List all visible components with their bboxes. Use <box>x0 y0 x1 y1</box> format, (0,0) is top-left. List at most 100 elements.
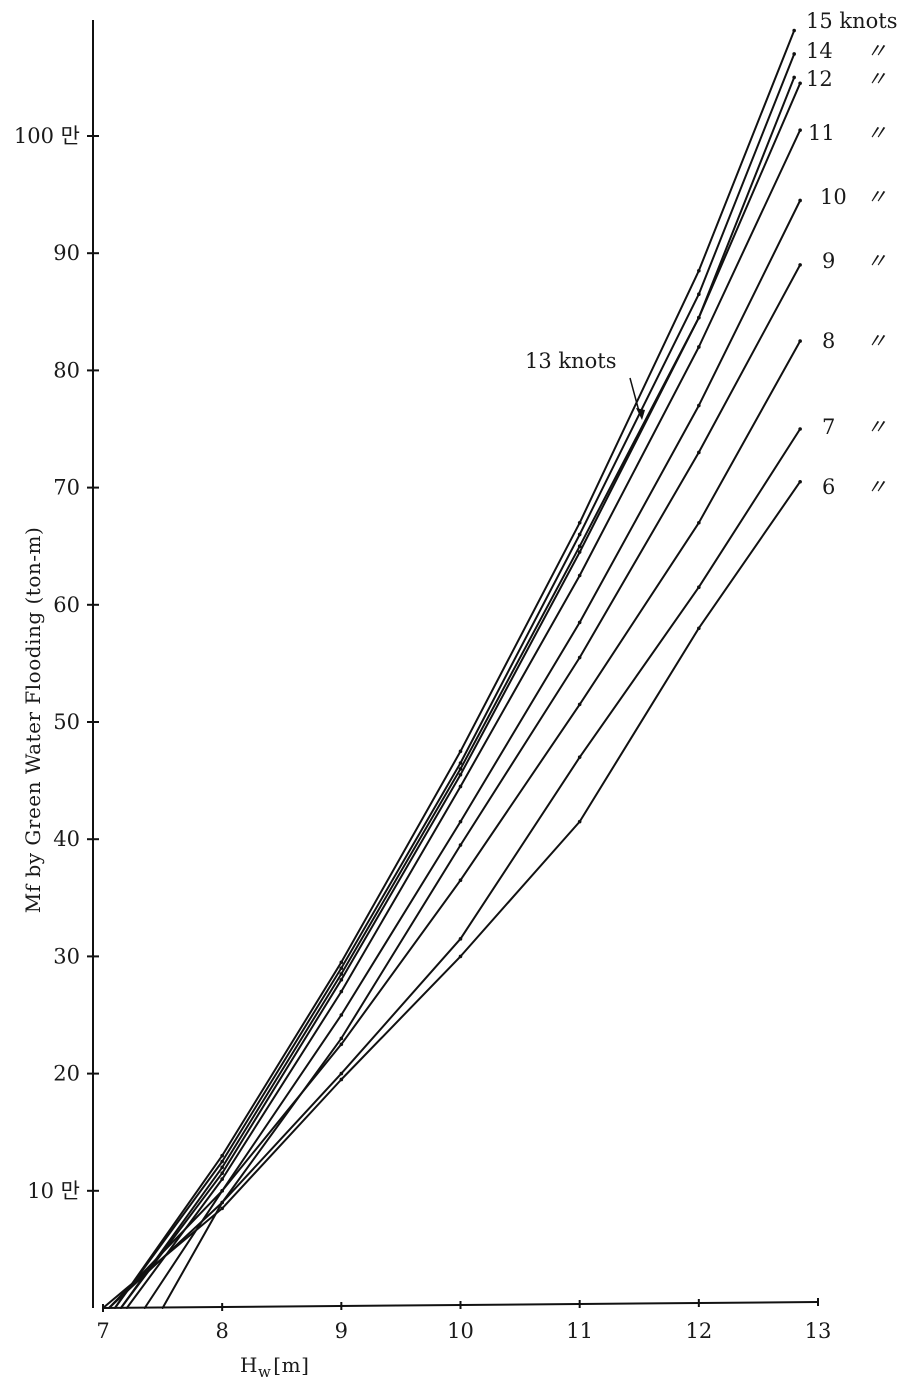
series-layer <box>102 28 802 1309</box>
series-label-ditto: 〃 <box>866 329 887 353</box>
y-tick-label: 50 <box>53 710 80 734</box>
series-point <box>798 479 802 484</box>
series-point <box>577 702 582 707</box>
series-point <box>220 1159 224 1164</box>
series-line <box>108 340 802 1309</box>
y-tick-label: 20 <box>53 1062 80 1086</box>
series-point <box>220 1171 224 1176</box>
series-point <box>577 532 582 537</box>
series-point <box>697 626 701 631</box>
series-point <box>697 585 701 590</box>
series-point <box>339 960 344 965</box>
series-point <box>458 954 463 959</box>
series-point <box>339 989 344 994</box>
x-tick-label: 11 <box>566 1319 593 1343</box>
series-point <box>458 784 463 789</box>
series-point <box>577 573 582 578</box>
series-point <box>220 1189 224 1193</box>
series-point <box>458 819 463 824</box>
series-label-ditto: 〃 <box>866 415 887 439</box>
series-point <box>697 403 701 408</box>
series-point <box>798 128 802 132</box>
series-point <box>577 819 582 824</box>
series-point <box>458 772 463 777</box>
series-label-ditto: 〃 <box>866 185 887 209</box>
series-point <box>798 339 802 343</box>
x-tick-label: 8 <box>215 1319 228 1343</box>
series-label: 14 <box>806 39 833 63</box>
series-point <box>697 520 701 525</box>
series-point <box>577 550 582 554</box>
series-point <box>697 315 701 320</box>
x-axis-title-unit: [m] <box>273 1353 309 1377</box>
y-tick-label: 90 <box>53 241 80 265</box>
series-point <box>339 1042 344 1047</box>
series-point <box>697 268 701 273</box>
series-point <box>697 450 701 455</box>
series-label-ditto: 〃 <box>866 121 887 145</box>
x-axis-title-sub: w <box>258 1363 271 1381</box>
series-label-ditto: 〃 <box>866 39 887 63</box>
y-tick-label: 100 만 <box>14 124 80 148</box>
x-axis-title: Hw [m] <box>240 1353 309 1381</box>
series-point <box>798 263 802 267</box>
series-line <box>102 480 802 1309</box>
series-label: 6 <box>822 475 835 499</box>
y-axis-title: Mf by Green Water Flooding (ton-m) <box>21 527 45 914</box>
series-point <box>220 1165 224 1170</box>
series-point <box>458 749 463 754</box>
y-tick-label: 10 만 <box>27 1179 80 1203</box>
series-label: 9 <box>822 249 835 273</box>
series-point <box>339 966 344 970</box>
series-point <box>339 1071 344 1076</box>
series-label-ditto: 〃 <box>866 475 887 499</box>
x-axis-title-base: H <box>240 1353 258 1377</box>
series-point <box>697 292 701 297</box>
x-tick-label: 7 <box>96 1319 109 1343</box>
series-point <box>697 345 701 349</box>
x-tick-label: 9 <box>335 1319 348 1343</box>
series-line <box>119 82 802 1309</box>
series-point <box>458 761 463 765</box>
series-line <box>113 29 796 1309</box>
series-point <box>577 620 582 625</box>
series-point <box>220 1206 224 1211</box>
series-label: 12 <box>806 67 833 91</box>
series-label-ditto: 〃 <box>866 249 887 273</box>
x-tick-label: 12 <box>685 1319 712 1343</box>
series-line <box>113 53 796 1309</box>
label-layer: 15 knots 14 〃 13 knots 12 〃 11 〃 10 〃 9 〃 8 〃 7 〃 6 〃 <box>525 9 898 499</box>
series-point <box>220 1200 224 1205</box>
series-point <box>458 937 463 941</box>
y-tick-label: 70 <box>53 476 80 500</box>
axes: 7 8 9 10 11 12 13 10 만 20 30 40 50 60 70 80 90 100 만 Hw [m… <box>14 20 831 1381</box>
series-point <box>339 972 344 976</box>
x-tick-label: 13 <box>805 1319 832 1343</box>
series-point <box>339 978 344 982</box>
series-label: 13 knots <box>525 349 617 373</box>
y-tick-label: 40 <box>53 827 80 851</box>
series-point <box>798 427 802 431</box>
series-point <box>458 767 463 771</box>
series-label-ditto: 〃 <box>866 67 887 91</box>
series-point <box>339 1077 344 1082</box>
series-line <box>125 129 802 1309</box>
series-point <box>458 843 463 847</box>
series-point <box>577 520 582 525</box>
series-point <box>220 1177 224 1181</box>
series-point <box>577 755 582 759</box>
series-point <box>458 878 463 883</box>
series-line <box>119 76 796 1309</box>
series-point <box>577 655 582 660</box>
series-point <box>792 52 796 56</box>
series-label: 7 <box>822 415 835 439</box>
y-tick-label: 60 <box>53 593 80 617</box>
series-point <box>339 1013 344 1017</box>
series-point <box>577 544 582 548</box>
series-label: 10 <box>820 185 847 209</box>
x-tick-label: 10 <box>447 1319 474 1343</box>
series-point <box>792 28 796 33</box>
series-point <box>798 198 802 203</box>
annotation-arrowhead <box>636 408 645 420</box>
